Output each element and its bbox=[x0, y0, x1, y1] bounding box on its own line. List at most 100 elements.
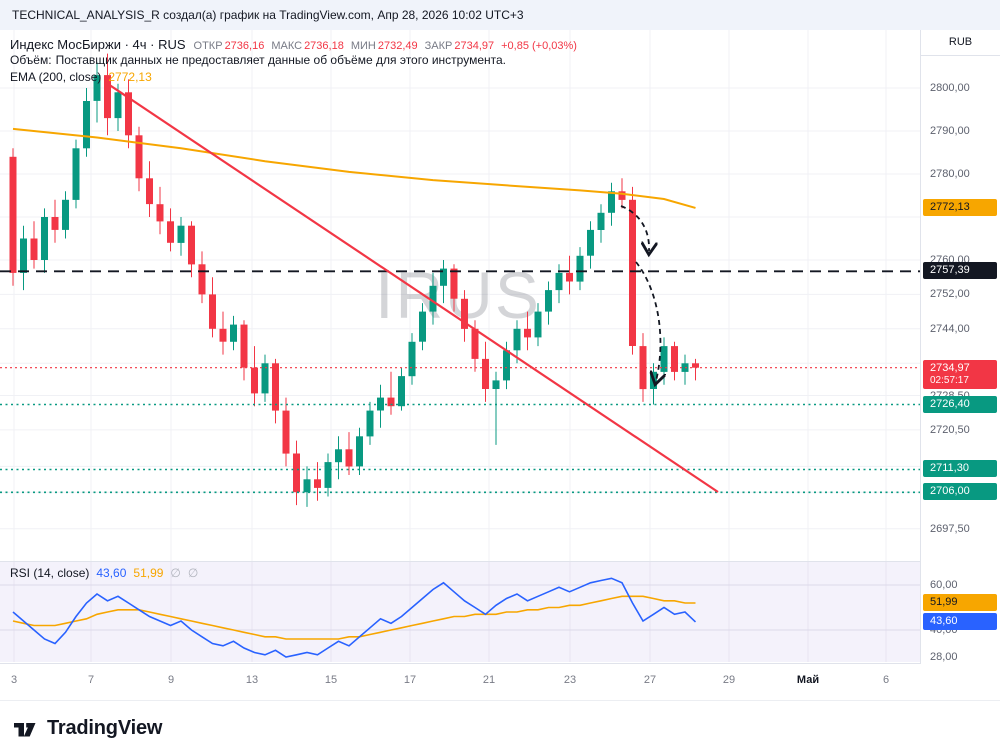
candle-body bbox=[461, 298, 468, 329]
candle-body bbox=[30, 238, 38, 260]
candle-body bbox=[471, 328, 479, 359]
time-axis-label: 21 bbox=[482, 674, 496, 686]
symbol-watermark: IRUS bbox=[375, 258, 541, 332]
rsi-null-value: ∅ bbox=[170, 566, 181, 580]
candle-body bbox=[618, 191, 626, 200]
rsi-value: 43,60 bbox=[96, 566, 127, 580]
rsi-axis-label: 60,00 bbox=[930, 579, 958, 591]
candle-body bbox=[366, 410, 374, 437]
rsi-badge: 43,60 bbox=[923, 612, 997, 630]
rsi-pane[interactable] bbox=[0, 562, 920, 662]
volume-message: Поставщик данных не предоставляет данные… bbox=[55, 53, 506, 67]
candle-body bbox=[398, 376, 405, 407]
candle-body bbox=[335, 449, 342, 463]
volume-indicator-title[interactable]: Объём: bbox=[10, 53, 52, 67]
time-axis-label: 9 bbox=[167, 674, 175, 686]
ohlc-key: ОТКР bbox=[193, 40, 223, 52]
candle-body bbox=[72, 148, 80, 200]
candle-body bbox=[576, 255, 584, 282]
candle-body bbox=[167, 221, 174, 243]
time-axis-label: 13 bbox=[245, 674, 259, 686]
candle-body bbox=[534, 311, 542, 338]
candle-body bbox=[261, 363, 269, 394]
brand-name: TradingView bbox=[47, 717, 163, 739]
rsi-band-background bbox=[0, 562, 920, 662]
tradingview-logo[interactable]: TradingView bbox=[12, 716, 162, 742]
candle-body bbox=[146, 178, 153, 205]
change-value: +0,85 (+0,03%) bbox=[501, 40, 577, 52]
ema-indicator-title[interactable]: EMA (200, close) bbox=[10, 70, 102, 84]
ohlc-value: 2736,18 bbox=[304, 40, 344, 52]
volume-legend-row: Объём: Поставщик данных не предоставляет… bbox=[10, 53, 577, 68]
candle-body bbox=[209, 294, 216, 329]
candle-body bbox=[660, 346, 668, 372]
candle-body bbox=[83, 101, 90, 149]
trendline[interactable] bbox=[104, 81, 719, 493]
candle-body bbox=[41, 217, 48, 260]
chart-legend: Индекс МосБиржи · 4ч · RUS ОТКР 2736,16 М… bbox=[10, 36, 577, 87]
price-badge: 2711,30 bbox=[923, 460, 997, 478]
candle-body bbox=[51, 217, 59, 230]
candle-body bbox=[492, 380, 500, 389]
candle-body bbox=[93, 75, 101, 101]
candle-body bbox=[440, 268, 447, 286]
candle-body bbox=[356, 436, 363, 467]
rsi-axis-label: 28,00 bbox=[930, 651, 958, 663]
price-axis-label: 2790,00 bbox=[930, 125, 970, 138]
ema-legend-row: EMA (200, close) 2772,13 bbox=[10, 70, 577, 85]
ema-value: 2772,13 bbox=[108, 70, 152, 84]
time-axis-label: 23 bbox=[563, 674, 577, 686]
price-badge: 2757,39 bbox=[923, 262, 997, 280]
annotation-arrow[interactable] bbox=[635, 261, 660, 381]
candle-body bbox=[104, 75, 111, 119]
candle-body bbox=[219, 328, 227, 342]
time-axis[interactable]: 3 7 9 13 15 17 21 23 27 29 Май 6 bbox=[0, 664, 1000, 700]
time-axis-label: 27 bbox=[643, 674, 657, 686]
candle-body bbox=[135, 135, 143, 179]
rsi-null-value: ∅ bbox=[187, 566, 199, 580]
candle-body bbox=[251, 367, 258, 394]
candle-body bbox=[20, 238, 27, 273]
symbol-legend-row: Индекс МосБиржи · 4ч · RUS ОТКР 2736,16 М… bbox=[10, 36, 577, 54]
candle-body bbox=[188, 225, 195, 265]
price-axis-label: 2780,00 bbox=[930, 168, 970, 181]
time-axis-label: 15 bbox=[324, 674, 338, 686]
candle-body bbox=[545, 290, 552, 312]
ohlc-value: 2734,97 bbox=[454, 40, 495, 52]
annotation-arrow[interactable] bbox=[620, 205, 649, 251]
pane-separator[interactable] bbox=[0, 561, 1000, 562]
currency-label[interactable]: RUB bbox=[921, 30, 1000, 56]
attribution-bar: TECHNICAL_ANALYSIS_R создал(а) график на… bbox=[0, 0, 1000, 30]
rsi-signal-line[interactable] bbox=[12, 595, 696, 640]
price-pane[interactable]: IRUS bbox=[0, 30, 920, 561]
candle-body bbox=[587, 229, 594, 256]
candle-body bbox=[650, 371, 657, 389]
candle-body bbox=[408, 341, 416, 377]
ema-line[interactable] bbox=[12, 127, 696, 209]
rsi-line[interactable] bbox=[12, 577, 697, 658]
candle-body bbox=[240, 324, 248, 368]
candle-body bbox=[282, 410, 290, 454]
candle-body bbox=[62, 199, 69, 230]
candle-body bbox=[9, 156, 17, 273]
symbol-title[interactable]: Индекс МосБиржи · 4ч · RUS bbox=[10, 37, 186, 52]
ohlc-key: ЗАКР bbox=[424, 40, 453, 52]
footer-separator bbox=[0, 700, 1000, 701]
rsi-signal-value: 51,99 bbox=[133, 566, 164, 580]
price-axis-label: 2744,00 bbox=[930, 322, 970, 335]
price-badge: 2726,40 bbox=[923, 395, 997, 413]
price-axis-label: 2697,50 bbox=[930, 522, 970, 535]
candle-body bbox=[608, 191, 615, 213]
candle-body bbox=[566, 272, 573, 282]
rsi-badge: 51,99 bbox=[923, 594, 997, 612]
rsi-indicator-title[interactable]: RSI (14, close) bbox=[10, 566, 90, 580]
candle-body bbox=[639, 346, 647, 390]
candle-body bbox=[419, 311, 426, 342]
candle-body bbox=[177, 225, 185, 243]
candle-body bbox=[198, 264, 206, 295]
price-axis[interactable]: RUB 2800,00 2790,00 2780,00 2760,00 2752,00 2… bbox=[920, 30, 1000, 664]
candle-body bbox=[303, 479, 311, 493]
ohlc-high: МАКС 2736,18 bbox=[271, 36, 344, 54]
candle-body bbox=[324, 462, 332, 488]
candle-body bbox=[293, 453, 300, 493]
